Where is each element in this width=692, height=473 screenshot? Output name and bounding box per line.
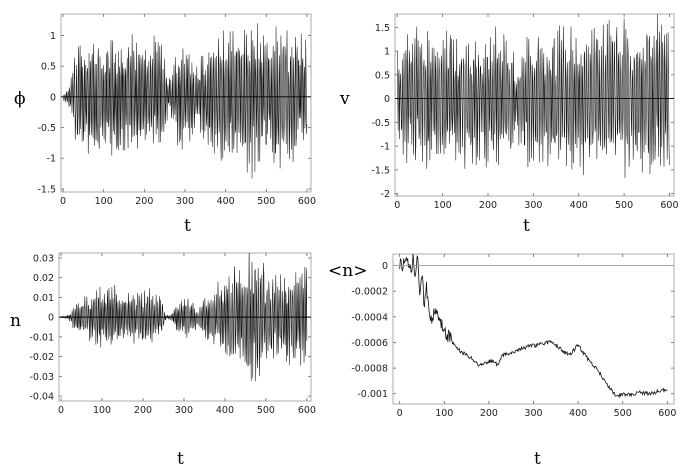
y-axis-label: v: [339, 89, 350, 109]
x-tick-label: 400: [216, 405, 234, 416]
plot-frame: [58, 252, 312, 402]
x-tick-label: 300: [524, 408, 542, 419]
y-tick-label: 1: [50, 31, 56, 42]
y-tick-label: -1: [381, 142, 390, 153]
y-tick-label: -0.0002: [351, 287, 388, 298]
y-tick-label: -0.0004: [351, 312, 388, 323]
plot-frame: [60, 13, 312, 193]
x-tick-label: 500: [614, 408, 632, 419]
y-tick-label: 1.5: [375, 23, 390, 34]
panel-mean-n: <n> t 0 100 200 300 400 500 600 0 -0.0002 -0.0004…: [328, 253, 676, 469]
x-tick-label: 600: [298, 196, 316, 207]
y-tick-label: -0.0008: [351, 364, 388, 375]
y-tick-label: -2: [381, 189, 390, 200]
x-tick-label: 400: [569, 408, 587, 419]
y-axis-label: n: [10, 311, 21, 331]
y-tick-label: -0.04: [29, 392, 54, 403]
x-tick-label: 100: [93, 405, 111, 416]
y-tick-label: 0: [384, 94, 390, 105]
series-line: [60, 253, 308, 382]
y-tick-label: -1.5: [371, 165, 390, 176]
x-tick-label: 300: [524, 200, 542, 211]
y-tick-label: -0.5: [371, 118, 390, 129]
y-tick-label: -0.02: [29, 352, 54, 363]
y-tick-label: 0: [48, 313, 54, 324]
x-tick-label: 300: [175, 405, 193, 416]
y-tick-label: 0: [50, 92, 56, 103]
x-tick-label: 400: [570, 200, 588, 211]
panel-n: n t 0 100 200 300 400 500 600 0.03 0.02 0.01 0 -0.0…: [10, 252, 316, 469]
x-tick-label: 500: [257, 405, 275, 416]
y-axis-label: <n>: [328, 261, 367, 281]
y-tick-label: -1: [47, 154, 56, 165]
x-tick-label: 600: [658, 408, 676, 419]
x-axis-label: t: [534, 449, 541, 469]
y-tick-label: -1.5: [37, 184, 56, 195]
x-tick-label: 200: [480, 408, 498, 419]
x-tick-label: 100: [435, 408, 453, 419]
plot-frame: [394, 13, 675, 197]
x-tick-label: 300: [176, 196, 194, 207]
x-tick-label: 200: [135, 196, 153, 207]
x-tick-label: 200: [479, 200, 497, 211]
x-tick-label: 200: [134, 405, 152, 416]
y-tick-label: 0.5: [41, 62, 56, 73]
panel-phi: ϕ t 0 100 200 300 400 500 600 1 0.5 0 -0.5 -1 -1.5: [14, 13, 316, 236]
y-axis-label: ϕ: [14, 89, 26, 109]
y-tick-label: 0.03: [33, 253, 54, 264]
x-tick-label: 100: [434, 200, 452, 211]
x-tick-label: 600: [298, 405, 316, 416]
x-tick-label: 0: [60, 196, 66, 207]
panel-v: v t 0 100 200 300 400 500 600 1.5 1 0.5 0 -0.5 -1 -1.…: [339, 13, 679, 236]
y-tick-label: 0.01: [33, 293, 54, 304]
y-tick-label: 0: [382, 261, 388, 272]
x-tick-label: 600: [660, 200, 678, 211]
y-tick-label: -0.5: [37, 123, 56, 134]
series-line: [62, 23, 308, 179]
y-tick-label: 0.5: [375, 70, 390, 81]
y-tick-label: -0.0006: [351, 338, 388, 349]
y-tick-label: 1: [384, 47, 390, 58]
series-line: [399, 254, 668, 399]
x-tick-label: 100: [95, 196, 113, 207]
x-tick-label: 0: [397, 408, 403, 419]
x-tick-label: 0: [58, 405, 64, 416]
x-axis-label: t: [177, 449, 184, 469]
x-axis-label: t: [184, 216, 191, 236]
y-tick-label: -0.01: [29, 332, 54, 343]
x-tick-label: 500: [257, 196, 275, 207]
series-line: [396, 14, 670, 179]
x-tick-label: 0: [394, 200, 400, 211]
y-tick-label: -0.001: [357, 389, 388, 400]
x-tick-label: 400: [217, 196, 235, 207]
y-tick-label: -0.03: [29, 372, 54, 383]
plot-frame: [392, 253, 675, 405]
y-tick-label: 0.02: [33, 273, 54, 284]
x-axis-label: t: [523, 216, 530, 236]
x-tick-label: 500: [615, 200, 633, 211]
